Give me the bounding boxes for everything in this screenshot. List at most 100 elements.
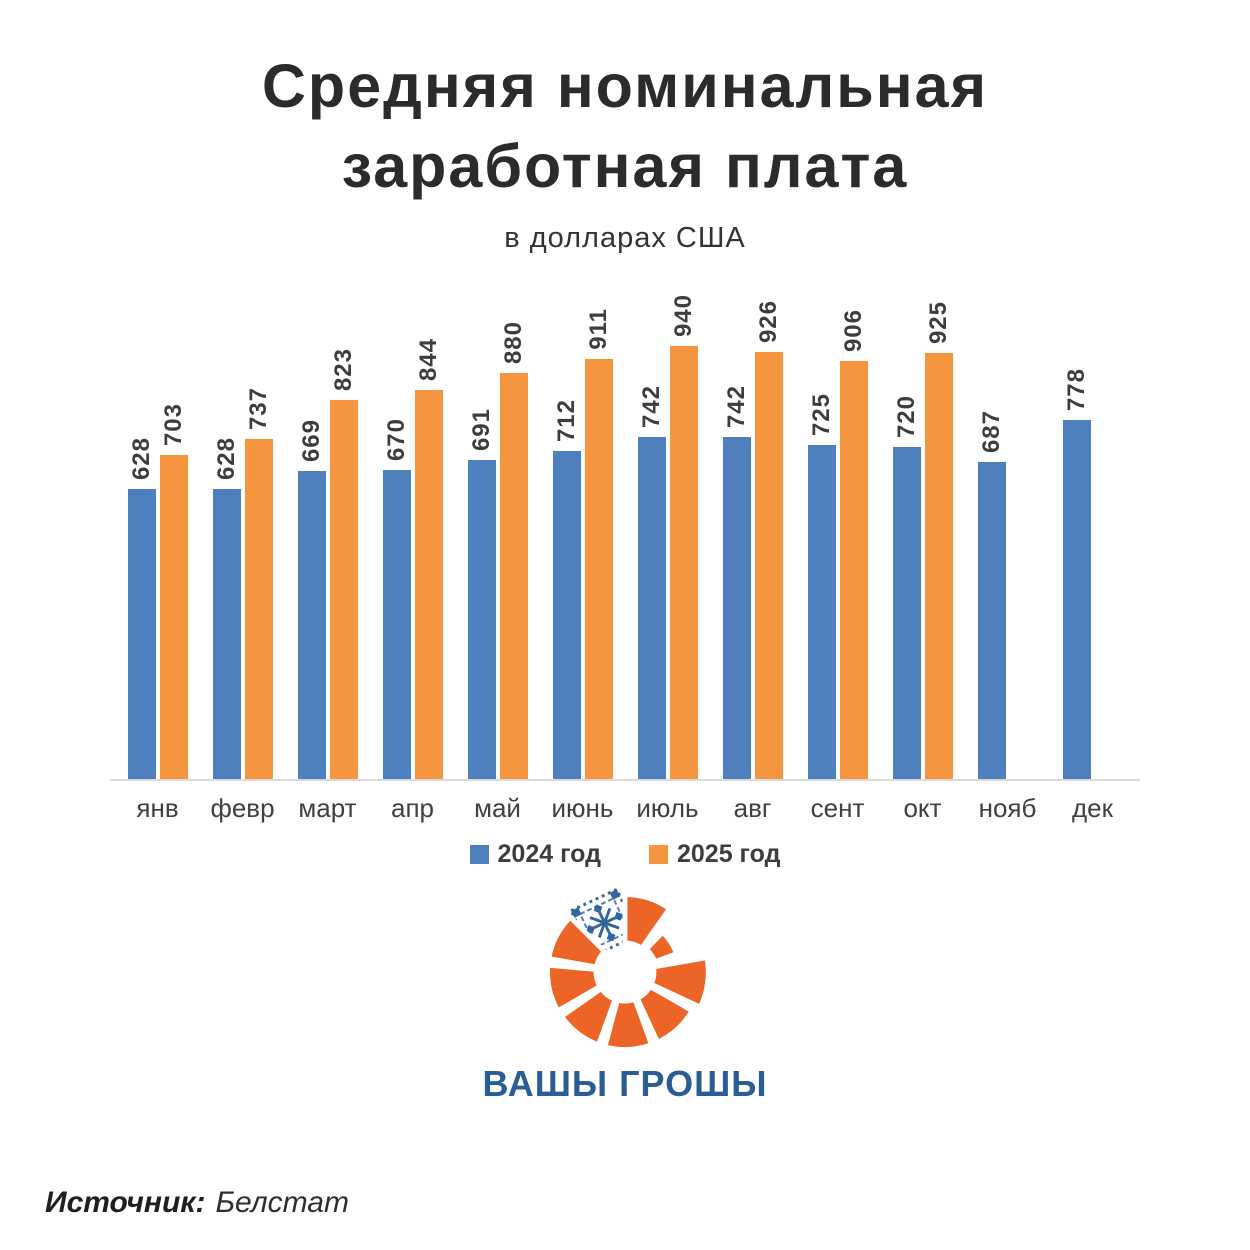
chart-legend: 2024 год 2025 год [0, 840, 1250, 869]
x-axis-label-нояб: нояб [978, 793, 1037, 823]
bar-2025-июль [669, 346, 698, 779]
x-axis-label-март: март [298, 793, 357, 823]
bar-slot: 687 [977, 410, 1006, 779]
x-axis-label-май: май [474, 793, 521, 823]
bar-value-label: 926 [754, 299, 782, 343]
x-axis-label-янв: янв [136, 793, 179, 823]
bar-value-label: 720 [892, 394, 920, 438]
bar-value-label: 940 [669, 293, 697, 337]
bar-2024-февр [212, 489, 241, 779]
x-axis-label-дек: дек [1071, 793, 1113, 823]
bar-value-label: 844 [414, 337, 442, 381]
bar-slot: 823 [329, 347, 358, 779]
x-axis-label-окт: окт [903, 793, 942, 823]
bar-value-label: 712 [552, 398, 580, 442]
bar-value-label: 742 [722, 384, 750, 428]
bar-2024-март [297, 471, 326, 779]
x-axis-label-сент: сент [810, 793, 865, 823]
x-axis-line [110, 779, 1140, 781]
bar-value-label: 670 [382, 417, 410, 461]
bar-value-label: 742 [637, 384, 665, 428]
bar-2024-авг [722, 437, 751, 779]
bar-slot: 926 [754, 299, 783, 779]
bar-group-сент: 725 906 [795, 309, 880, 779]
bar-slot: 628 [212, 436, 241, 779]
bar-2025-окт [924, 353, 953, 779]
x-axis-label-февр: февр [210, 793, 275, 823]
legend-swatch-2024-icon [469, 845, 489, 864]
page-title-line1: Средняя номинальная [261, 52, 989, 120]
bar-2024-май [467, 460, 496, 779]
bar-group-авг: 742 926 [710, 300, 795, 779]
bar-slot: 737 [244, 386, 273, 779]
source-line: Источник: Белстат [45, 1186, 349, 1220]
legend-label-2025: 2025 год [677, 840, 781, 868]
bar-2024-июнь [552, 451, 581, 779]
bar-slot: 669 [297, 418, 326, 779]
bar-group-май: 691 880 [455, 321, 540, 779]
bar-slot: 940 [669, 293, 698, 779]
bar-2024-янв [127, 489, 156, 779]
bar-2024-июль [637, 437, 666, 779]
page-title-line2: заработная плата [341, 132, 909, 200]
bar-2025-февр [244, 439, 273, 779]
bar-slot: 703 [159, 402, 188, 779]
bar-value-label: 737 [244, 386, 272, 430]
x-axis-label-июль: июль [636, 793, 699, 823]
bar-value-label: 778 [1062, 367, 1090, 411]
bar-chart: 628 703 628 737 669 823 670 844 691 880 712 911 742 9… [110, 279, 1140, 824]
bar-group-янв: 628 703 [115, 403, 200, 779]
bar-2025-март [329, 400, 358, 779]
bar-2025-июнь [584, 359, 613, 779]
bar-value-label: 880 [499, 320, 527, 364]
bar-value-label: 925 [924, 300, 952, 344]
bar-2025-май [499, 373, 528, 779]
bar-group-дек: 778 [1050, 368, 1135, 779]
bar-slot: 778 [1062, 367, 1091, 779]
bar-slot: 691 [467, 407, 496, 779]
page-title: Средняя номинальная заработная плата [0, 46, 1250, 206]
bar-slot: 720 [892, 394, 921, 779]
bar-slot: 880 [499, 320, 528, 779]
bar-2024-дек [1062, 420, 1091, 779]
bar-group-март: 669 823 [285, 348, 370, 779]
bar-2024-сент [807, 445, 836, 779]
bar-group-июнь: 712 911 [540, 308, 625, 779]
logo-text: ВАШЫ ГРОШЫ [482, 1063, 768, 1104]
bar-value-label: 691 [467, 407, 495, 451]
bar-2024-нояб [977, 462, 1006, 779]
bar-group-нояб: 687 [965, 410, 1050, 779]
bar-2025-авг [754, 352, 783, 779]
chart-subtitle: в долларах США [504, 222, 746, 254]
bar-value-label: 823 [329, 347, 357, 391]
bar-value-label: 911 [584, 308, 612, 350]
bar-group-окт: 720 925 [880, 301, 965, 779]
x-axis-labels: янв февр март апр май июнь июль авг сент окт нояб д… [110, 781, 1140, 824]
source-label: Источник: [45, 1186, 206, 1219]
bar-2025-апр [414, 390, 443, 779]
bar-slot: 844 [414, 337, 443, 779]
bar-value-label: 628 [212, 436, 240, 480]
bar-slot: 670 [382, 417, 411, 779]
legend-item-2024: 2024 год [469, 840, 601, 869]
bar-slot: 906 [839, 308, 868, 779]
coin-wedges-logo-icon [0, 883, 1250, 1061]
bar-slot: 742 [637, 384, 666, 779]
x-axis-label-апр: апр [391, 793, 434, 823]
bar-group-июль: 742 940 [625, 294, 710, 779]
legend-item-2025: 2025 год [649, 840, 780, 869]
bar-slot: 742 [722, 384, 751, 779]
bar-2025-сент [839, 361, 868, 779]
bar-value-label: 703 [159, 402, 187, 446]
bar-group-февр: 628 737 [200, 387, 285, 779]
x-axis-label-авг: авг [733, 793, 772, 823]
x-axis-label-июнь: июнь [551, 793, 614, 823]
chart-plot-area: 628 703 628 737 669 823 670 844 691 880 712 911 742 9… [110, 279, 1140, 779]
bar-group-апр: 670 844 [370, 338, 455, 779]
bar-value-label: 906 [839, 308, 867, 352]
bar-value-label: 669 [297, 418, 325, 462]
bar-slot: 712 [552, 398, 581, 779]
bar-slot: 911 [584, 308, 613, 779]
vashy-groshy-logo: ВАШЫ ГРОШЫ [0, 883, 1250, 1105]
